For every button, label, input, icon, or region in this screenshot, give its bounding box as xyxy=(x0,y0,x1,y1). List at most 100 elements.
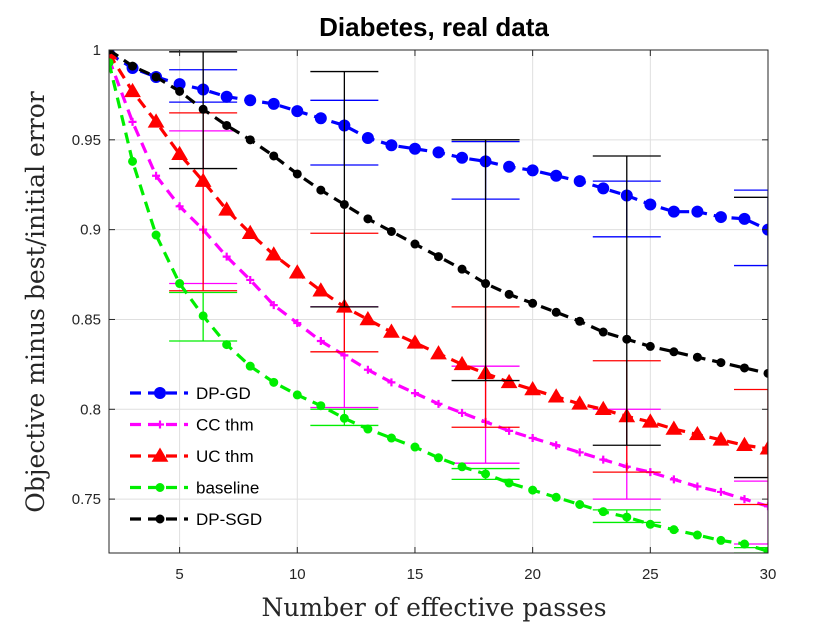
data-point-cc-thm xyxy=(716,487,725,496)
x-tick-label: 30 xyxy=(760,566,777,583)
data-point-dp-sgd xyxy=(669,347,679,357)
data-point-dp-sgd xyxy=(622,334,632,344)
data-point-cc-thm xyxy=(693,482,702,491)
data-point-baseline xyxy=(504,478,514,488)
series-line-dp-sgd xyxy=(109,50,768,375)
data-point-dp-sgd xyxy=(339,199,349,209)
data-point-baseline xyxy=(528,485,538,495)
data-point-baseline xyxy=(386,433,396,443)
x-tick-label: 5 xyxy=(175,566,183,583)
data-point-uc-thm xyxy=(500,373,518,389)
data-point-dp-sgd xyxy=(457,264,467,274)
data-point-dp-sgd xyxy=(504,289,514,299)
data-point-baseline xyxy=(363,424,373,434)
legend-label-cc-thm: CC thm xyxy=(196,416,254,435)
plot-frame xyxy=(108,49,769,554)
data-point-dp-gd xyxy=(526,164,539,177)
data-point-dp-gd xyxy=(691,205,704,218)
data-point-dp-sgd xyxy=(716,358,726,368)
data-point-dp-gd xyxy=(597,182,610,195)
legend-item-dp-sgd: DP-SGD xyxy=(130,510,262,529)
data-point-uc-thm xyxy=(383,323,400,338)
series-uc-thm xyxy=(109,50,768,506)
data-point-baseline xyxy=(198,311,208,321)
data-point-dp-sgd xyxy=(481,279,491,289)
data-point-uc-thm xyxy=(265,246,283,261)
data-point-dp-gd xyxy=(291,105,304,118)
data-point-cc-thm xyxy=(740,495,749,504)
data-point-cc-thm xyxy=(246,275,255,284)
data-point-baseline xyxy=(645,519,655,529)
data-point-dp-sgd xyxy=(645,341,655,351)
data-point-dp-sgd xyxy=(292,169,302,179)
data-point-uc-thm xyxy=(453,355,471,371)
data-point-uc-thm xyxy=(712,431,730,446)
data-point-baseline xyxy=(763,546,768,553)
data-point-cc-thm xyxy=(363,365,372,374)
legend-item-cc-thm: CC thm xyxy=(130,416,254,435)
data-point-cc-thm xyxy=(316,337,325,346)
data-point-uc-thm xyxy=(288,264,306,279)
data-point-uc-thm xyxy=(171,145,188,160)
series-dp-sgd xyxy=(109,50,768,479)
data-point-baseline xyxy=(245,361,255,371)
data-point-dp-gd xyxy=(456,151,469,164)
data-point-baseline xyxy=(669,525,679,535)
data-point-uc-thm xyxy=(147,113,165,128)
y-tick-label: 0.9 xyxy=(80,222,101,239)
data-point-baseline xyxy=(481,469,491,479)
data-point-baseline xyxy=(175,279,185,289)
legend-marker-cc-thm xyxy=(156,420,164,429)
data-point-dp-sgd xyxy=(575,316,585,326)
data-point-uc-thm xyxy=(430,345,447,360)
data-point-cc-thm xyxy=(293,319,302,328)
data-point-dp-sgd xyxy=(109,50,114,55)
data-point-baseline xyxy=(598,507,608,517)
data-point-baseline xyxy=(316,401,326,411)
data-point-cc-thm xyxy=(669,475,678,484)
data-point-dp-gd xyxy=(503,160,516,173)
data-point-baseline xyxy=(151,230,161,240)
data-point-baseline xyxy=(622,512,632,522)
data-point-baseline xyxy=(551,492,561,502)
data-point-uc-thm xyxy=(524,381,542,396)
data-point-baseline xyxy=(128,156,138,166)
data-point-cc-thm xyxy=(458,408,467,417)
data-point-dp-gd xyxy=(714,211,727,224)
data-point-baseline xyxy=(716,535,726,545)
legend-marker-dp-sgd xyxy=(155,514,165,524)
legend: DP-GD CC thm UC thm baseline DP-SGD xyxy=(130,384,262,529)
x-tick-label: 10 xyxy=(289,566,306,583)
data-point-uc-thm xyxy=(406,334,424,349)
data-point-dp-gd xyxy=(550,169,563,182)
legend-marker-baseline xyxy=(155,483,165,492)
data-point-cc-thm xyxy=(552,441,561,450)
data-point-uc-thm xyxy=(594,400,612,416)
data-point-cc-thm xyxy=(340,351,349,360)
data-point-cc-thm xyxy=(222,252,231,261)
data-point-cc-thm xyxy=(434,399,443,408)
data-point-dp-gd xyxy=(432,146,445,159)
data-point-dp-sgd xyxy=(198,104,208,114)
data-point-cc-thm xyxy=(269,301,278,310)
data-point-uc-thm xyxy=(124,82,141,98)
data-point-uc-thm xyxy=(736,436,753,451)
y-tick-label: 0.8 xyxy=(80,401,101,418)
data-point-dp-sgd xyxy=(598,327,608,337)
data-point-baseline xyxy=(339,413,349,423)
data-point-uc-thm xyxy=(665,420,683,435)
data-point-dp-sgd xyxy=(528,298,538,308)
series-layer xyxy=(109,50,768,553)
data-point-dp-gd xyxy=(573,175,586,188)
data-point-uc-thm xyxy=(547,388,565,403)
plot-area xyxy=(109,50,768,553)
y-tick-label: 0.85 xyxy=(72,311,101,328)
data-point-cc-thm xyxy=(128,117,137,126)
data-point-baseline xyxy=(269,377,279,387)
data-point-cc-thm xyxy=(175,202,184,211)
legend-label-uc-thm: UC thm xyxy=(196,447,254,466)
x-tick-label: 25 xyxy=(642,566,659,583)
x-tick-label: 15 xyxy=(407,566,424,583)
data-point-dp-gd xyxy=(667,205,680,218)
